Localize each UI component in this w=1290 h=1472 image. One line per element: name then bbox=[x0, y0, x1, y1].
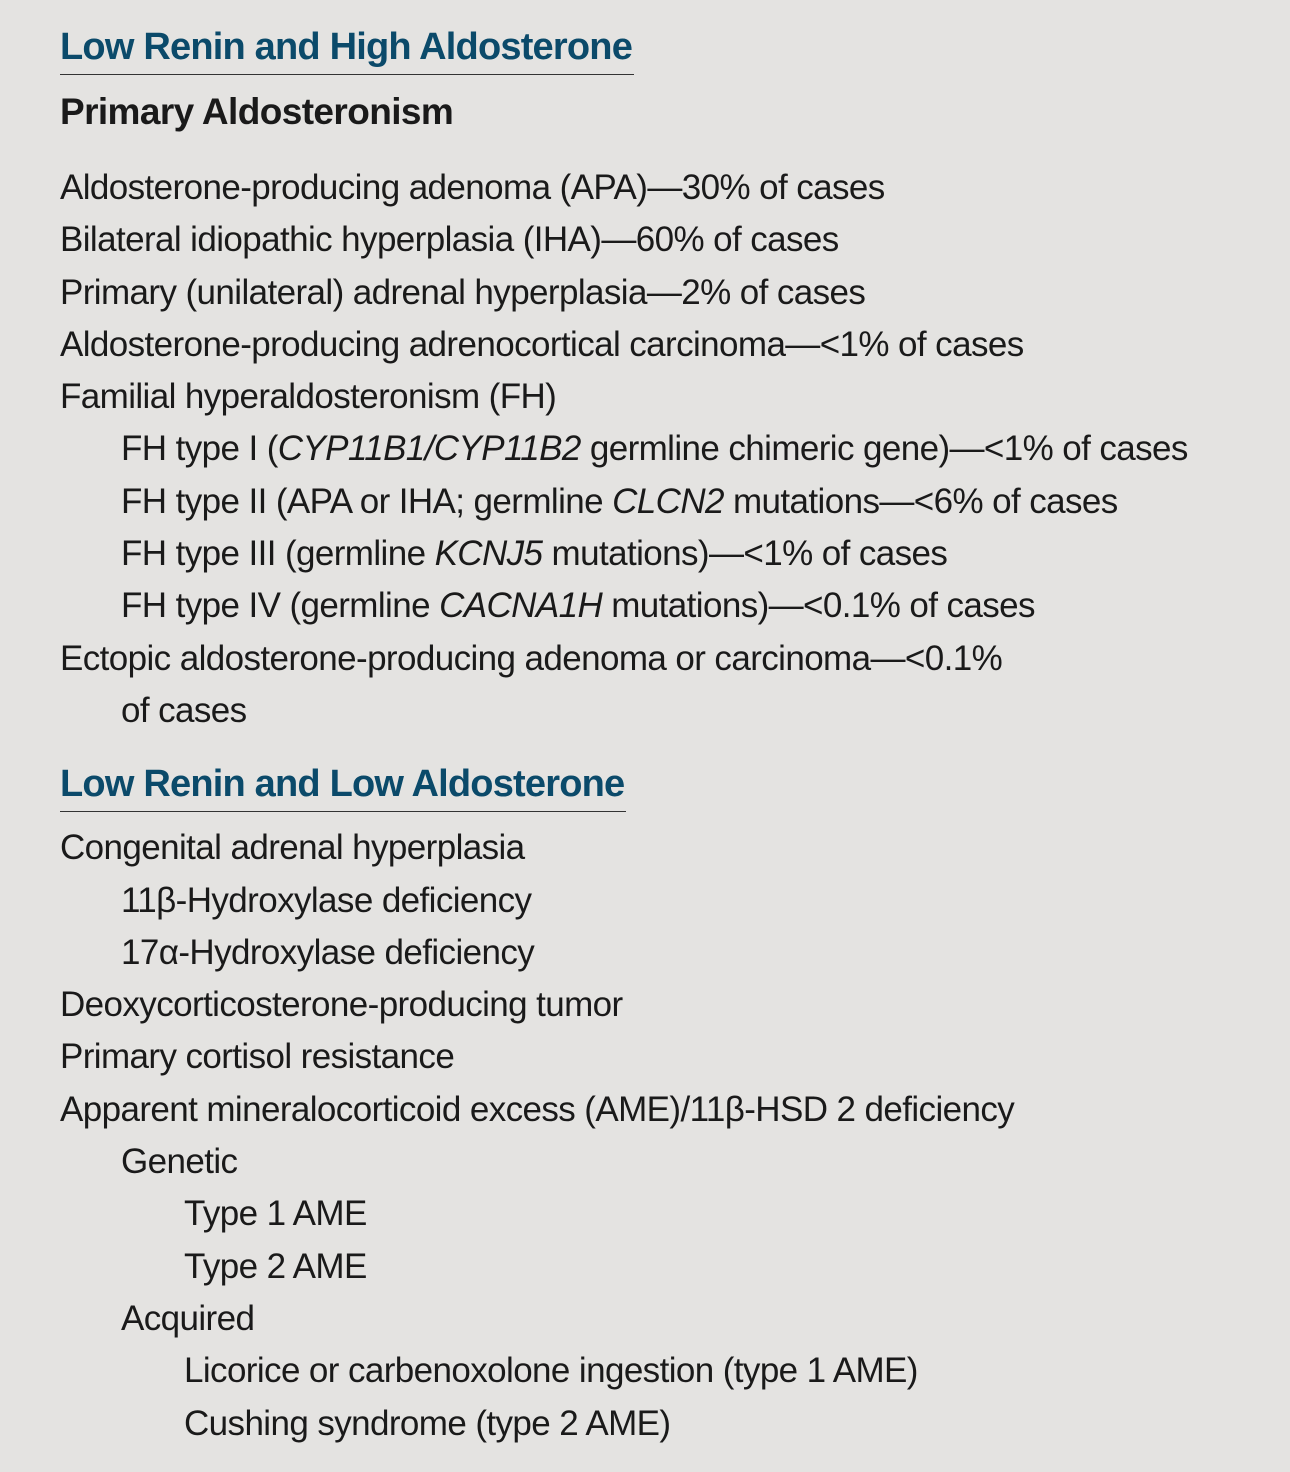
list-item: Primary cortisol resistance bbox=[60, 1037, 455, 1077]
list-item: FH type IV (germline CACNA1H mutations)—… bbox=[60, 580, 1280, 632]
list-item: Acquired bbox=[121, 1298, 255, 1338]
list-item: Ectopic aldosterone-producing adenoma or… bbox=[60, 638, 1003, 678]
list-item: FH type I (CYP11B1/CYP11B2 germline chim… bbox=[60, 423, 1280, 475]
list-item: Type 2 AME bbox=[184, 1246, 367, 1286]
list-item: Genetic bbox=[121, 1142, 238, 1182]
list-item: 11β-Hydroxylase deficiency bbox=[121, 880, 532, 920]
item-text: germline chimeric gene)—<1% of cases bbox=[580, 429, 1189, 469]
item-text: mutations)—<1% of cases bbox=[542, 534, 948, 574]
gene-name: CYP11B1/CYP11B2 bbox=[277, 429, 582, 469]
list-item-continuation: of cases bbox=[121, 690, 247, 730]
list-item: Congenital adrenal hyperplasia bbox=[60, 828, 525, 868]
list-item: Familial hyperaldosteronism (FH) bbox=[60, 377, 557, 417]
list-item: Licorice or carbenoxolone ingestion (typ… bbox=[184, 1351, 918, 1391]
subheading-primary-aldosteronism: Primary Aldosteronism bbox=[60, 91, 454, 132]
low-aldosterone-list: Congenital adrenal hyperplasia 11β-Hydro… bbox=[60, 822, 1280, 1450]
list-item: 17α-Hydroxylase deficiency bbox=[121, 932, 535, 972]
document-page: Low Renin and High Aldosterone Primary A… bbox=[60, 0, 1280, 1450]
item-text: FH type I ( bbox=[121, 429, 278, 469]
item-text: FH type II (APA or IHA; germline bbox=[121, 481, 613, 521]
list-item: Cushing syndrome (type 2 AME) bbox=[184, 1403, 671, 1443]
section-heading-low-aldosterone: Low Renin and Low Aldosterone bbox=[60, 763, 627, 813]
item-text: mutations—<6% of cases bbox=[723, 481, 1118, 521]
list-item: Type 1 AME bbox=[184, 1194, 367, 1234]
item-text: FH type IV (germline bbox=[121, 586, 440, 626]
high-aldosterone-list: Aldosterone-producing adenoma (APA)—30% … bbox=[60, 162, 1280, 737]
list-item: Primary (unilateral) adrenal hyperplasia… bbox=[60, 272, 866, 312]
gene-name: CACNA1H bbox=[439, 586, 603, 626]
section-heading-high-aldosterone: Low Renin and High Aldosterone bbox=[60, 26, 635, 75]
list-item: Bilateral idiopathic hyperplasia (IHA)—6… bbox=[60, 220, 839, 260]
list-item: FH type II (APA or IHA; germline CLCN2 m… bbox=[60, 476, 1280, 528]
list-item: Aldosterone-producing adrenocortical car… bbox=[60, 324, 1024, 364]
item-text: FH type III (germline bbox=[121, 534, 435, 574]
gene-name: KCNJ5 bbox=[434, 534, 543, 574]
gene-name: CLCN2 bbox=[612, 481, 724, 521]
list-item: Aldosterone-producing adenoma (APA)—30% … bbox=[60, 168, 885, 207]
list-item: Apparent mineralocorticoid excess (AME)/… bbox=[60, 1089, 1015, 1129]
item-text: mutations)—<0.1% of cases bbox=[602, 586, 1035, 626]
list-item: FH type III (germline KCNJ5 mutations)—<… bbox=[60, 528, 1280, 580]
list-item: Deoxycorticosterone-producing tumor bbox=[60, 985, 623, 1025]
